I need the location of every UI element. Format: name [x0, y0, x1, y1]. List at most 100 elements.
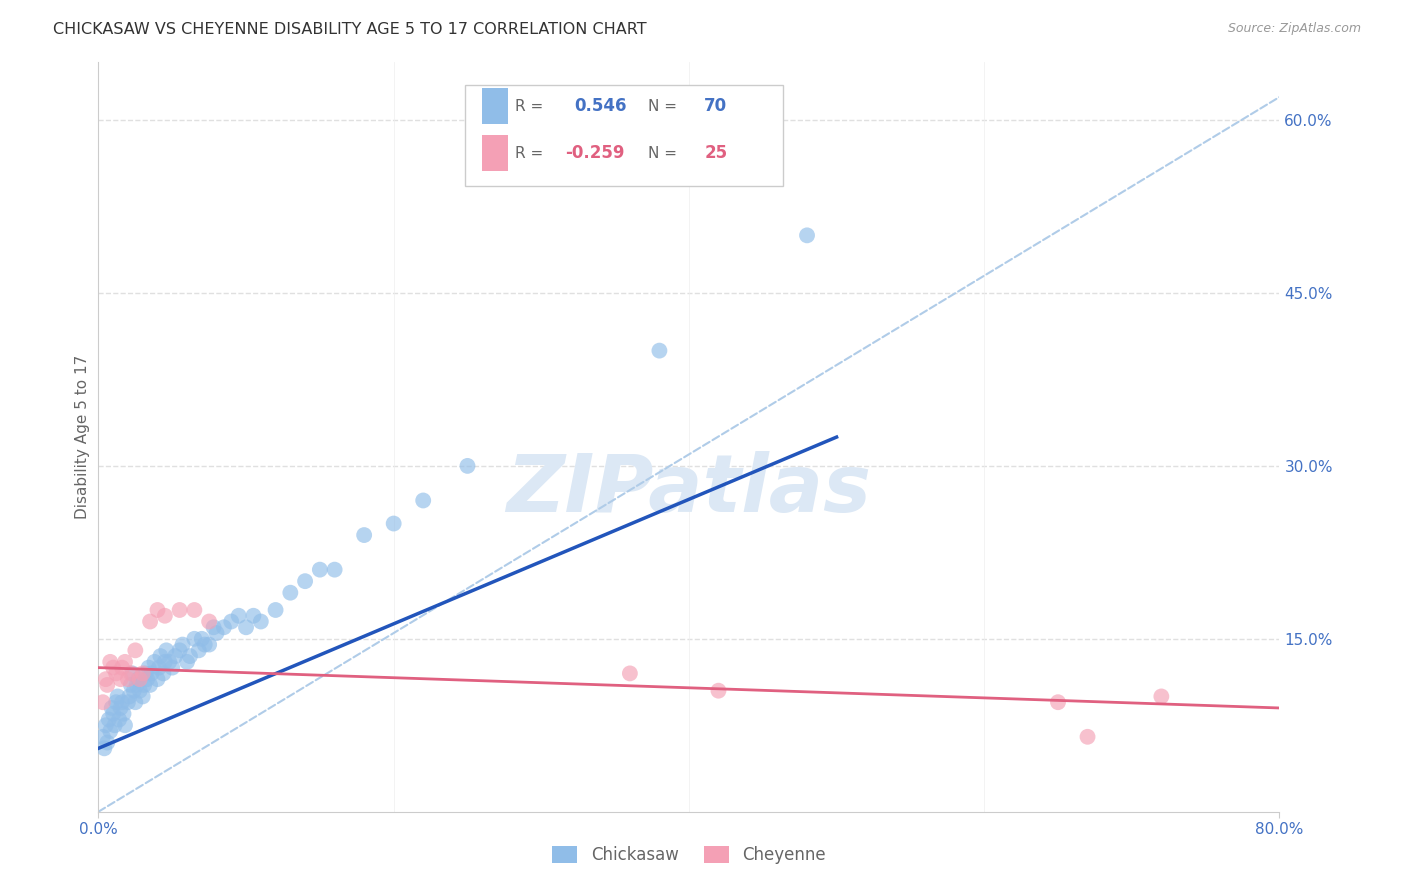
Point — [146, 603, 169, 617]
Point — [132, 666, 155, 681]
Point — [280, 585, 302, 599]
Point — [139, 615, 162, 629]
FancyBboxPatch shape — [464, 85, 783, 186]
Point — [120, 666, 142, 681]
Point — [114, 718, 136, 732]
Point — [187, 643, 209, 657]
Point — [146, 672, 169, 686]
Point — [191, 632, 214, 646]
Point — [323, 563, 346, 577]
Point — [111, 660, 134, 674]
Point — [107, 690, 129, 704]
Point — [118, 690, 141, 704]
Bar — [482, 135, 508, 171]
Text: Source: ZipAtlas.com: Source: ZipAtlas.com — [1227, 22, 1361, 36]
Point — [112, 706, 135, 721]
Point — [198, 638, 221, 652]
Point — [176, 655, 198, 669]
Point — [136, 672, 159, 686]
Y-axis label: Disability Age 5 to 17: Disability Age 5 to 17 — [75, 355, 90, 519]
Point — [100, 701, 122, 715]
Point — [105, 666, 128, 681]
Point — [117, 695, 139, 709]
Point — [108, 713, 131, 727]
Point — [132, 690, 155, 704]
Point — [169, 603, 191, 617]
Text: R =: R = — [516, 99, 544, 114]
Text: 70: 70 — [704, 97, 727, 115]
Point — [121, 666, 143, 681]
Point — [382, 516, 405, 531]
Point — [111, 695, 134, 709]
Text: CHICKASAW VS CHEYENNE DISABILITY AGE 5 TO 17 CORRELATION CHART: CHICKASAW VS CHEYENNE DISABILITY AGE 5 T… — [53, 22, 647, 37]
Point — [648, 343, 671, 358]
Text: 0.546: 0.546 — [575, 97, 627, 115]
Point — [205, 626, 228, 640]
Point — [128, 672, 150, 686]
Text: 25: 25 — [704, 145, 727, 162]
Text: N =: N = — [648, 145, 676, 161]
Point — [122, 683, 145, 698]
Point — [183, 632, 205, 646]
Point — [110, 672, 132, 686]
Point — [221, 615, 243, 629]
Point — [619, 666, 641, 681]
Point — [110, 701, 132, 715]
Text: ZIPatlas: ZIPatlas — [506, 450, 872, 529]
Point — [264, 603, 287, 617]
Point — [1150, 690, 1173, 704]
Point — [172, 638, 194, 652]
Point — [104, 718, 127, 732]
Point — [97, 713, 120, 727]
Point — [309, 563, 332, 577]
Point — [165, 649, 187, 664]
Point — [103, 706, 125, 721]
Point — [103, 660, 125, 674]
Point — [98, 655, 121, 669]
Point — [134, 678, 156, 692]
Point — [96, 678, 118, 692]
Point — [120, 678, 142, 692]
Point — [96, 735, 118, 749]
Point — [157, 655, 180, 669]
Point — [117, 672, 139, 686]
Point — [128, 683, 150, 698]
Point — [153, 608, 176, 623]
Point — [124, 695, 146, 709]
Point — [183, 603, 205, 617]
Point — [179, 649, 201, 664]
Point — [135, 666, 157, 681]
Point — [148, 660, 170, 674]
Point — [198, 615, 221, 629]
Text: N =: N = — [648, 99, 676, 114]
Point — [228, 608, 250, 623]
Point — [242, 608, 264, 623]
Point — [125, 678, 148, 692]
Point — [194, 638, 217, 652]
Text: -0.259: -0.259 — [565, 145, 624, 162]
Text: R =: R = — [516, 145, 544, 161]
Point — [153, 655, 176, 669]
Point — [94, 718, 117, 732]
Bar — [482, 88, 508, 124]
Point — [162, 660, 183, 674]
Point — [114, 655, 136, 669]
Point — [212, 620, 235, 634]
Point — [91, 730, 114, 744]
Point — [94, 672, 117, 686]
Point — [169, 643, 191, 657]
Legend: Chickasaw, Cheyenne: Chickasaw, Cheyenne — [546, 839, 832, 871]
Point — [149, 649, 172, 664]
Point — [457, 458, 479, 473]
Point — [138, 660, 160, 674]
Point — [152, 666, 174, 681]
Point — [155, 643, 177, 657]
Point — [141, 666, 163, 681]
Point — [412, 493, 434, 508]
Point — [98, 724, 121, 739]
Point — [139, 678, 162, 692]
Point — [796, 228, 818, 243]
Point — [93, 741, 115, 756]
Point — [250, 615, 273, 629]
Point — [105, 695, 128, 709]
